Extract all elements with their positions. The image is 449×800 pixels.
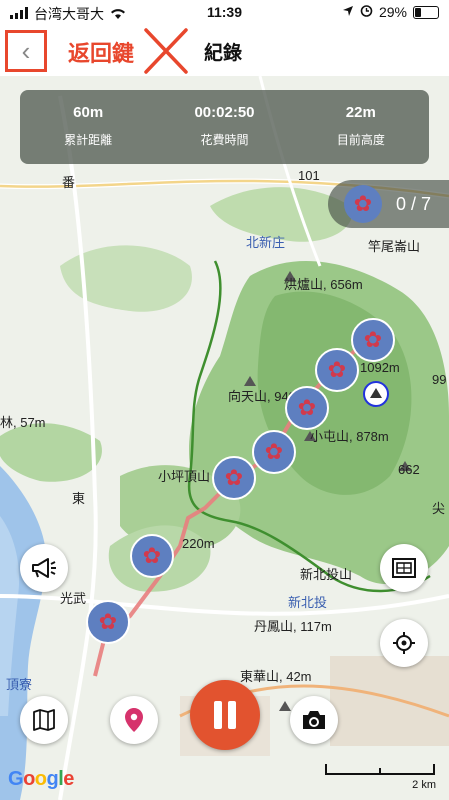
- stat-distance: 60m 累計距離: [20, 90, 156, 164]
- photo-marker[interactable]: ✿: [351, 318, 395, 362]
- status-left: 台湾大哥大: [10, 4, 126, 24]
- page-title: 紀錄: [204, 43, 243, 64]
- battery-icon: [413, 5, 439, 19]
- map-label: 竿尾崙山: [368, 239, 421, 254]
- back-annotation-label: 返回鍵: [68, 41, 135, 66]
- map-label: 頂寮: [6, 677, 33, 692]
- map-label: 丹鳳山, 117m: [254, 619, 332, 634]
- stat-value: 22m: [345, 104, 376, 121]
- google-logo-letter: o: [34, 768, 47, 790]
- stat-altitude: 22m 目前高度: [293, 90, 429, 164]
- google-logo-letter: e: [63, 768, 74, 790]
- map-label: 新北投: [288, 595, 328, 610]
- google-logo-letter: G: [8, 768, 24, 790]
- alarm-icon: [360, 4, 373, 20]
- camera-button[interactable]: [290, 696, 338, 744]
- map-label: 尖: [432, 501, 446, 516]
- status-right: 29%: [342, 4, 439, 20]
- map-button[interactable]: [20, 696, 68, 744]
- photo-marker[interactable]: ✿: [212, 456, 256, 500]
- map-label: 東: [72, 491, 86, 506]
- map-label: 662: [398, 462, 420, 477]
- map-labels: 番 101 北新庄 竿尾崙山 烘爐山, 656m 1092m 99 向天山, 9…: [0, 76, 449, 800]
- google-logo-letter: o: [23, 768, 35, 790]
- map-label: 小屯山, 878m: [310, 429, 389, 444]
- map-label: 101: [298, 168, 320, 183]
- location-pin-icon: [125, 708, 143, 732]
- back-button[interactable]: ‹: [5, 30, 47, 72]
- stat-value: 00:02:50: [194, 104, 255, 121]
- google-logo-letter: g: [46, 768, 59, 790]
- photo-marker[interactable]: ✿: [86, 600, 130, 644]
- map-label: 林, 57m: [0, 415, 46, 430]
- photo-marker[interactable]: ✿: [130, 534, 174, 578]
- photo-counter-text: 0 / 7: [396, 193, 432, 214]
- google-logo-letter: l: [58, 768, 64, 790]
- map-label: 光武: [60, 591, 87, 606]
- photo-marker[interactable]: ✿: [252, 430, 296, 474]
- status-time: 11:39: [206, 4, 243, 20]
- stat-label: 花費時間: [200, 133, 249, 147]
- speaker-icon: [32, 558, 56, 578]
- signal-icon: [10, 6, 28, 22]
- photo-marker[interactable]: ✿: [285, 386, 329, 430]
- map-frame-icon: [392, 558, 416, 578]
- nav-bar: ‹ 返回鍵 紀錄: [0, 26, 449, 76]
- carrier-label: 台湾大哥大: [34, 6, 104, 22]
- map-label: 99: [432, 372, 447, 387]
- stat-time: 00:02:50 花費時間: [156, 90, 292, 164]
- map-icon: [33, 709, 55, 731]
- status-bar: 台湾大哥大 11:39 29%: [0, 0, 449, 26]
- stats-panel: 60m 累計距離 00:02:50 花費時間 22m 目前高度: [20, 90, 429, 164]
- location-arrow-icon: [342, 4, 354, 20]
- locate-button[interactable]: [380, 619, 428, 667]
- battery-percent: 29%: [378, 4, 407, 20]
- pause-button[interactable]: [190, 680, 260, 750]
- cross-mark-icon: [144, 28, 188, 74]
- map-label: 220m: [182, 536, 215, 551]
- scale-label: 2 km: [412, 779, 436, 791]
- chevron-left-icon: ‹: [21, 35, 31, 66]
- crosshair-icon: [393, 632, 415, 654]
- map-label: 新北投山: [300, 567, 353, 582]
- scale-ruler: [325, 764, 435, 775]
- google-logo: Google: [8, 768, 74, 790]
- stat-value: 60m: [73, 104, 104, 121]
- map-label: 番: [62, 175, 76, 190]
- battery-level: [415, 7, 421, 17]
- photo-marker[interactable]: ✿: [315, 348, 359, 392]
- camera-icon: [303, 711, 325, 729]
- google-attribution: Google: [8, 768, 74, 791]
- stat-label: 累計距離: [64, 133, 113, 147]
- flower-photo-icon: ✿: [344, 185, 382, 223]
- map-layer-button[interactable]: [380, 544, 428, 592]
- stat-label: 目前高度: [336, 133, 385, 147]
- map-label: 東華山, 42m: [240, 669, 312, 684]
- announcement-button[interactable]: [20, 544, 68, 592]
- wifi-icon: [110, 6, 126, 22]
- map-label: 小坪頂山: [158, 469, 211, 484]
- map-label: 烘爐山, 656m: [284, 277, 363, 292]
- add-pin-button[interactable]: [110, 696, 158, 744]
- scale-bar: 2 km: [324, 762, 436, 791]
- map-label: 1092m: [360, 360, 400, 375]
- pause-icon: [214, 701, 236, 729]
- map-label: 北新庄: [246, 235, 286, 250]
- photo-counter[interactable]: ✿ 0 / 7: [328, 180, 449, 228]
